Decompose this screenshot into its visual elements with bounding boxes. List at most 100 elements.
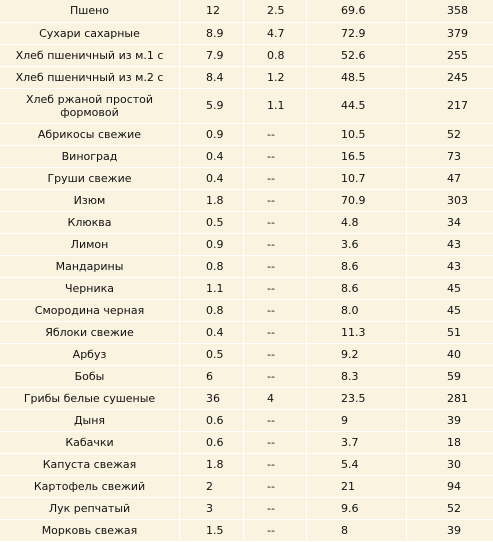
value-4-cell: 94 xyxy=(407,475,493,497)
product-name-cell: Абрикосы свежие xyxy=(0,123,180,145)
value-3-cell: 23.5 xyxy=(307,387,407,409)
value-1-cell: 0.5 xyxy=(180,211,244,233)
value-3-cell: 5.4 xyxy=(307,453,407,475)
value-3-cell: 10.5 xyxy=(307,123,407,145)
value-1-cell: 6 xyxy=(180,365,244,387)
value-2-cell: -- xyxy=(244,321,307,343)
value-2-cell: -- xyxy=(244,409,307,431)
value-1-cell: 0.6 xyxy=(180,431,244,453)
value-1-cell: 0.5 xyxy=(180,343,244,365)
value-2-cell: -- xyxy=(244,497,307,519)
product-name-cell: Лимон xyxy=(0,233,180,255)
product-name-cell: Картофель свежий xyxy=(0,475,180,497)
value-4-cell: 52 xyxy=(407,497,493,519)
product-name-cell: Пшено xyxy=(0,0,180,22)
value-3-cell: 3.6 xyxy=(307,233,407,255)
value-3-cell: 11.3 xyxy=(307,321,407,343)
product-name-cell: Сухари сахарные xyxy=(0,22,180,44)
value-4-cell: 39 xyxy=(407,409,493,431)
value-1-cell: 0.4 xyxy=(180,145,244,167)
value-1-cell: 8.4 xyxy=(180,66,244,88)
value-3-cell: 8 xyxy=(307,519,407,541)
value-1-cell: 1.8 xyxy=(180,453,244,475)
value-2-cell: -- xyxy=(244,299,307,321)
value-3-cell: 16.5 xyxy=(307,145,407,167)
value-4-cell: 245 xyxy=(407,66,493,88)
value-4-cell: 43 xyxy=(407,233,493,255)
value-3-cell: 9.2 xyxy=(307,343,407,365)
value-3-cell: 8.3 xyxy=(307,365,407,387)
value-4-cell: 30 xyxy=(407,453,493,475)
value-3-cell: 3.7 xyxy=(307,431,407,453)
value-3-cell: 8.6 xyxy=(307,277,407,299)
value-2-cell: -- xyxy=(244,211,307,233)
value-4-cell: 45 xyxy=(407,299,493,321)
value-4-cell: 45 xyxy=(407,277,493,299)
value-4-cell: 255 xyxy=(407,44,493,66)
value-3-cell: 8.6 xyxy=(307,255,407,277)
product-name-cell: Кабачки xyxy=(0,431,180,453)
value-4-cell: 59 xyxy=(407,365,493,387)
value-1-cell: 1.1 xyxy=(180,277,244,299)
value-4-cell: 52 xyxy=(407,123,493,145)
value-4-cell: 47 xyxy=(407,167,493,189)
value-3-cell: 48.5 xyxy=(307,66,407,88)
product-name-cell: Яблоки свежие xyxy=(0,321,180,343)
value-4-cell: 281 xyxy=(407,387,493,409)
product-name-cell: Бобы xyxy=(0,365,180,387)
value-2-cell: -- xyxy=(244,365,307,387)
value-1-cell: 5.9 xyxy=(180,88,244,123)
value-1-cell: 2 xyxy=(180,475,244,497)
value-2-cell: -- xyxy=(244,475,307,497)
value-2-cell: -- xyxy=(244,189,307,211)
value-2-cell: -- xyxy=(244,431,307,453)
value-2-cell: -- xyxy=(244,233,307,255)
product-name-cell: Капуста свежая xyxy=(0,453,180,475)
value-4-cell: 51 xyxy=(407,321,493,343)
value-2-cell: 2.5 xyxy=(244,0,307,22)
value-4-cell: 18 xyxy=(407,431,493,453)
value-3-cell: 52.6 xyxy=(307,44,407,66)
value-2-cell: -- xyxy=(244,343,307,365)
value-3-cell: 9.6 xyxy=(307,497,407,519)
product-name-cell: Морковь свежая xyxy=(0,519,180,541)
value-1-cell: 0.9 xyxy=(180,123,244,145)
value-3-cell: 4.8 xyxy=(307,211,407,233)
value-2-cell: 0.8 xyxy=(244,44,307,66)
value-3-cell: 69.6 xyxy=(307,0,407,22)
value-1-cell: 3 xyxy=(180,497,244,519)
product-name-cell: Изюм xyxy=(0,189,180,211)
value-2-cell: 4 xyxy=(244,387,307,409)
value-1-cell: 1.5 xyxy=(180,519,244,541)
product-name-cell: Груши свежие xyxy=(0,167,180,189)
value-2-cell: -- xyxy=(244,277,307,299)
value-2-cell: 1.2 xyxy=(244,66,307,88)
value-3-cell: 21 xyxy=(307,475,407,497)
value-2-cell: -- xyxy=(244,519,307,541)
value-1-cell: 0.4 xyxy=(180,321,244,343)
value-1-cell: 0.8 xyxy=(180,299,244,321)
value-4-cell: 43 xyxy=(407,255,493,277)
value-2-cell: -- xyxy=(244,123,307,145)
value-3-cell: 8.0 xyxy=(307,299,407,321)
product-name-cell: Клюква xyxy=(0,211,180,233)
value-1-cell: 12 xyxy=(180,0,244,22)
value-4-cell: 217 xyxy=(407,88,493,123)
value-2-cell: 1.1 xyxy=(244,88,307,123)
